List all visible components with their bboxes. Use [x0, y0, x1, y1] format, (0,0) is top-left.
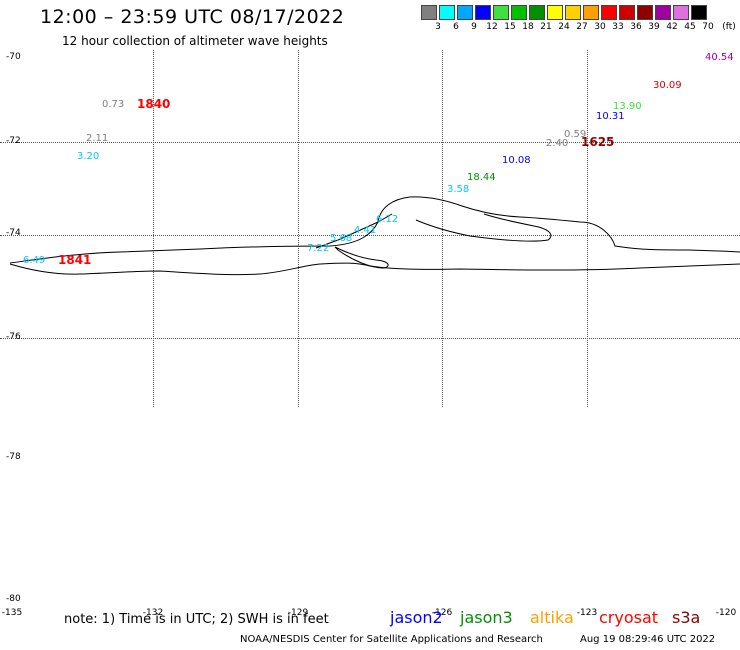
colorbar-label: 42 [666, 22, 678, 32]
colorbar-swatch-15 [691, 5, 707, 20]
units-note: note: 1) Time is in UTC; 2) SWH is in fe… [64, 612, 329, 627]
colorbar-swatch-10 [601, 5, 617, 20]
grid-line-vertical [153, 50, 154, 407]
inlet-outline [415, 213, 552, 242]
colorbar-label: 21 [540, 22, 552, 32]
wave-height-label: 3.58 [447, 184, 470, 195]
legend-s3a: s3a [672, 608, 701, 627]
colorbar-label: 33 [612, 22, 624, 32]
longitude-label: -126 [431, 608, 453, 618]
time-label: 1840 [137, 97, 171, 111]
wave-height-label: 4.41 [354, 225, 377, 236]
colorbar [421, 5, 709, 20]
colorbar-label: 45 [684, 22, 696, 32]
colorbar-label: 9 [471, 22, 477, 32]
legend-jason2: jason2 [390, 608, 443, 627]
colorbar-swatch-11 [619, 5, 635, 20]
colorbar-label: 24 [558, 22, 570, 32]
colorbar-swatch-14 [673, 5, 689, 20]
wave-height-label: 10.31 [596, 111, 625, 122]
latitude-label: -72 [6, 136, 21, 146]
grid-line-vertical [587, 50, 588, 407]
colorbar-unit: (ft) [722, 22, 736, 32]
grid-line-vertical [442, 50, 443, 407]
longitude-label: -123 [576, 608, 598, 618]
coastline [9, 262, 740, 276]
grid-line-horizontal [0, 235, 740, 236]
latitude-label: -80 [6, 594, 21, 604]
colorbar-label: 12 [486, 22, 498, 32]
colorbar-swatch-1 [439, 5, 455, 20]
colorbar-label: 30 [594, 22, 606, 32]
colorbar-label: 6 [453, 22, 459, 32]
wave-height-label: 10.08 [502, 155, 531, 166]
wave-height-label: 0.73 [102, 99, 125, 110]
colorbar-label: 27 [576, 22, 588, 32]
colorbar-swatch-5 [511, 5, 527, 20]
latitude-label: -78 [6, 452, 21, 462]
wave-height-label: 40.54 [705, 52, 734, 63]
wave-height-label: 3.20 [77, 151, 100, 162]
colorbar-swatch-4 [493, 5, 509, 20]
ice-shelf-outline [9, 196, 740, 264]
wave-height-label: 0.59 [564, 129, 587, 140]
longitude-label: -120 [715, 608, 737, 618]
colorbar-swatch-7 [547, 5, 563, 20]
colorbar-swatch-0 [421, 5, 437, 20]
wave-height-label: 2.11 [86, 133, 109, 144]
wave-height-label: 18.44 [467, 172, 496, 183]
wave-height-label: 2.40 [546, 138, 569, 149]
map-subtitle: 12 hour collection of altimeter wave hei… [62, 34, 328, 48]
colorbar-label: 15 [504, 22, 516, 32]
grid-line-horizontal [0, 142, 740, 143]
longitude-label: -132 [142, 608, 164, 618]
colorbar-swatch-3 [475, 5, 491, 20]
wave-height-label: 5.68 [330, 233, 353, 244]
colorbar-label: 18 [522, 22, 534, 32]
colorbar-label: 39 [648, 22, 660, 32]
wave-height-label: 13.90 [613, 101, 642, 112]
colorbar-swatch-9 [583, 5, 599, 20]
grid-line-vertical [298, 50, 299, 407]
colorbar-label: 3 [435, 22, 441, 32]
time-label: 1841 [58, 253, 92, 267]
longitude-label: -129 [287, 608, 309, 618]
legend-altika: altika [530, 608, 574, 627]
grid-line-horizontal [0, 338, 740, 339]
map-title: 12:00 – 23:59 UTC 08/17/2022 [40, 6, 345, 28]
wave-height-label: 6.49 [23, 255, 46, 266]
latitude-label: -76 [6, 332, 21, 342]
colorbar-swatch-13 [655, 5, 671, 20]
island-outline [334, 246, 389, 269]
legend-jason3: jason3 [460, 608, 513, 627]
footer-credit: NOAA/NESDIS Center for Satellite Applica… [240, 634, 543, 645]
latitude-label: -70 [6, 52, 21, 62]
colorbar-swatch-12 [637, 5, 653, 20]
colorbar-swatch-2 [457, 5, 473, 20]
colorbar-swatch-8 [565, 5, 581, 20]
colorbar-labels: 3 6 9 12 15 18 21 24 27 30 33 36 39 42 4… [421, 22, 740, 34]
colorbar-label: 70 [702, 22, 714, 32]
latitude-label: -74 [6, 228, 21, 238]
footer-timestamp: Aug 19 08:29:46 UTC 2022 [580, 634, 716, 645]
colorbar-label: 36 [630, 22, 642, 32]
longitude-label: -135 [1, 608, 23, 618]
legend-cryosat: cryosat [599, 608, 659, 627]
wave-height-label: 30.09 [653, 80, 682, 91]
wave-height-label: 7.22 [307, 243, 330, 254]
wave-height-label: 6.12 [376, 214, 399, 225]
colorbar-swatch-6 [529, 5, 545, 20]
satellite-track [315, 213, 393, 249]
time-label: 1625 [581, 135, 615, 149]
